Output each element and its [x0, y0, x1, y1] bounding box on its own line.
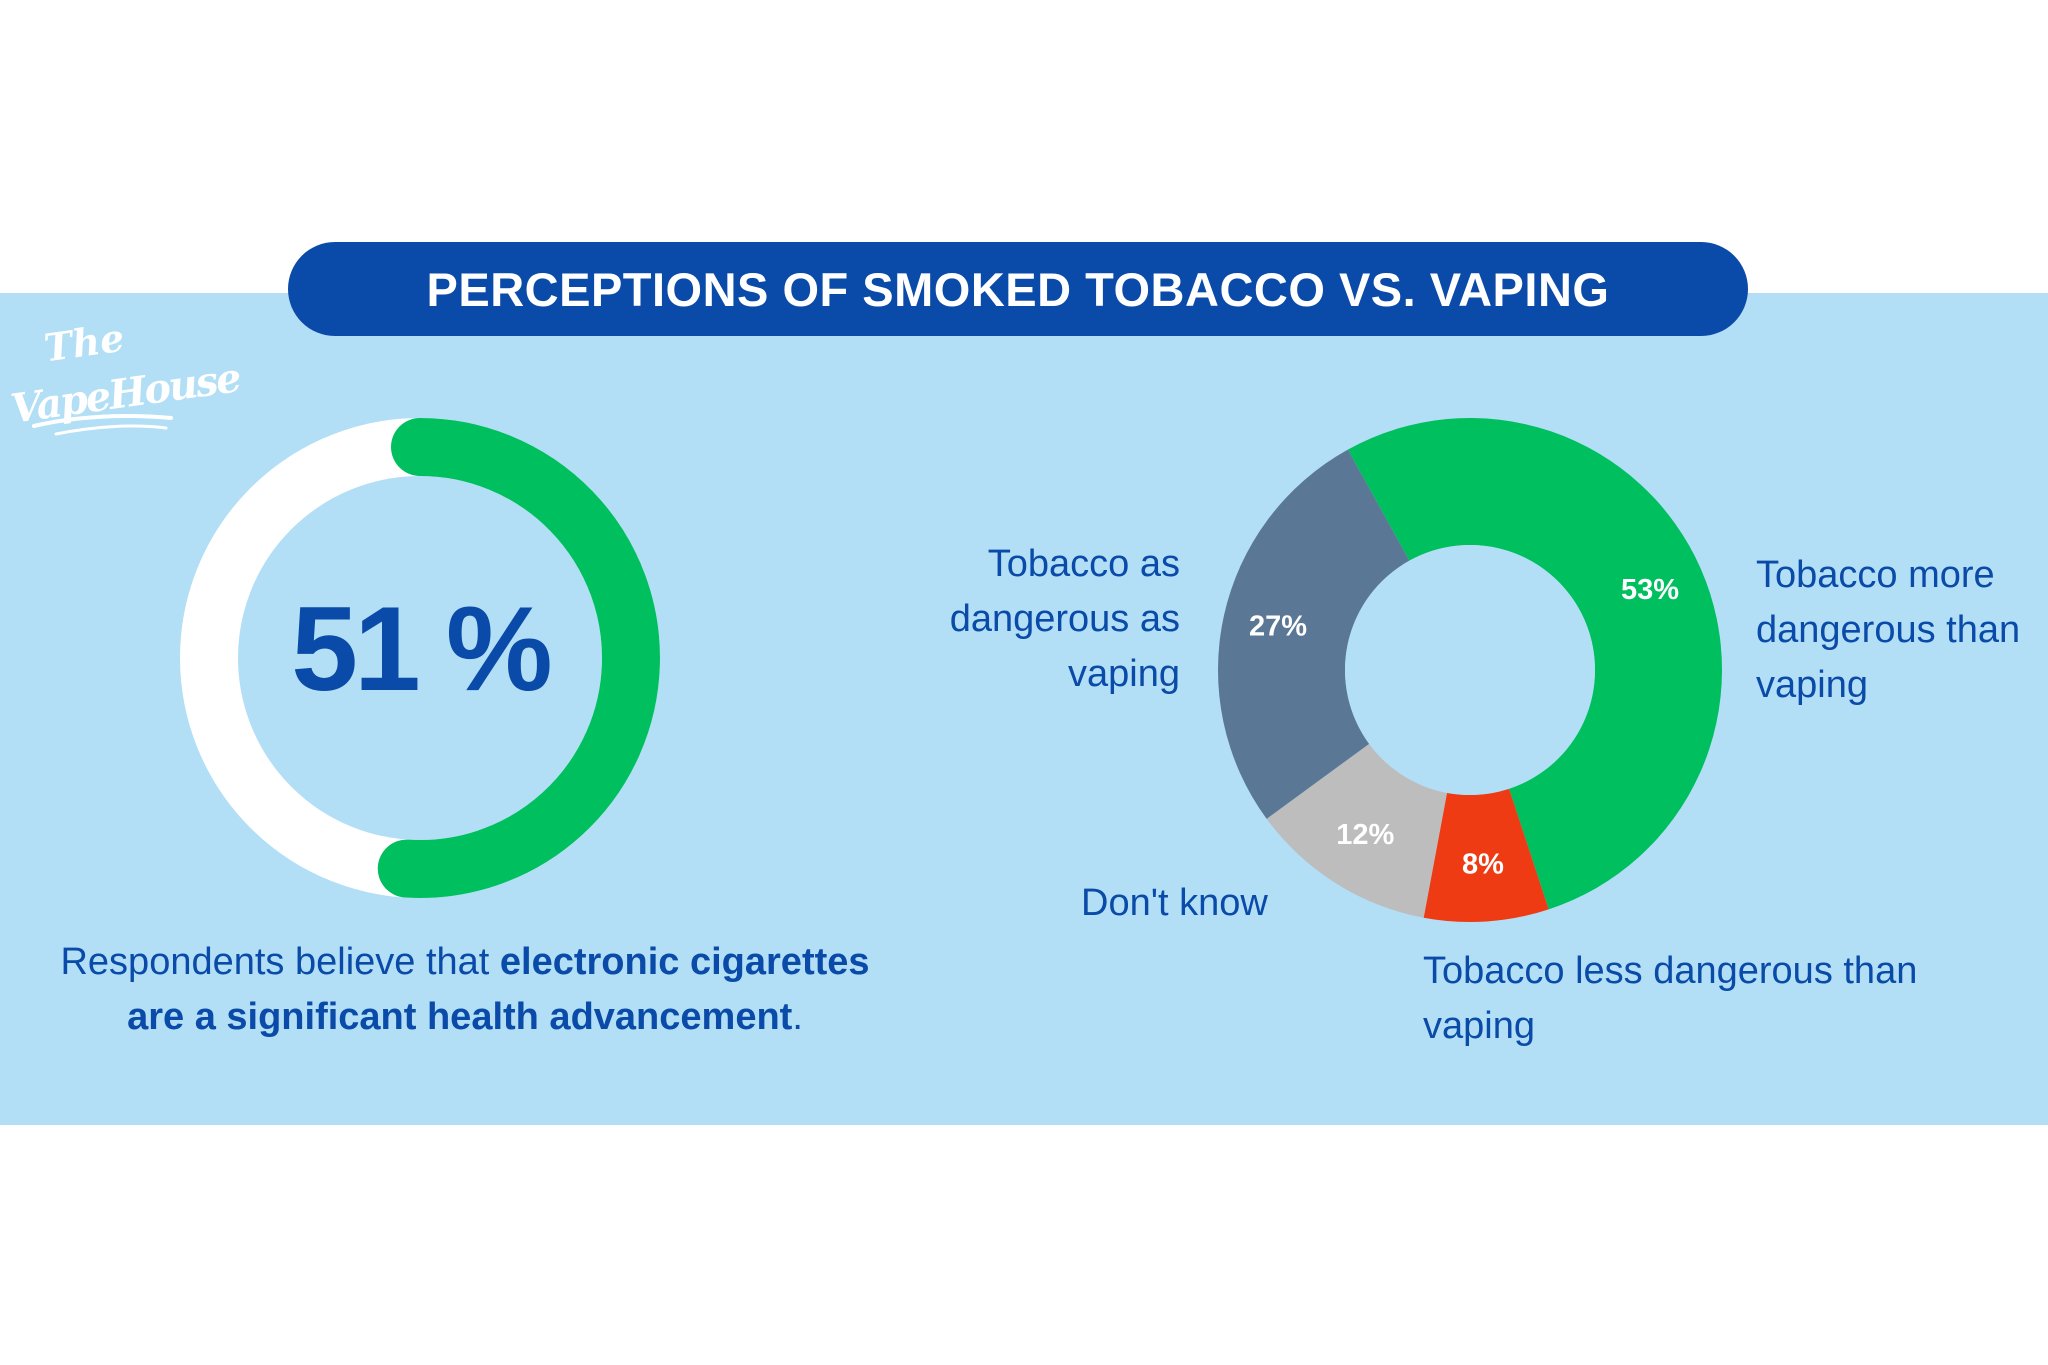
gauge-caption: Respondents believe that electronic ciga…	[0, 935, 930, 1045]
data-label-53: 53%	[1621, 574, 1679, 606]
data-label-12: 12%	[1336, 819, 1394, 851]
slice-more-dangerous	[1347, 418, 1722, 910]
category-label-more-dangerous: Tobacco more dangerous than vaping	[1756, 554, 2021, 706]
caption-bold-2: are a significant health advancement	[127, 996, 793, 1038]
data-label-8: 8%	[1462, 849, 1504, 881]
category-label-less-dangerous: Tobacco less dangerous than vaping	[1423, 950, 1918, 1047]
category-label-as-dangerous: Tobacco as dangerous as vaping	[949, 543, 1180, 695]
caption-bold-1: electronic cigarettes	[499, 941, 870, 983]
gauge-value-label: 51 %	[291, 582, 553, 716]
slice-less-dangerous	[1423, 788, 1549, 922]
category-label-dont-know: Don't know	[1081, 882, 1268, 924]
donut-hole	[1345, 545, 1595, 795]
page-title: PERCEPTIONS OF SMOKED TOBACCO VS. VAPING	[288, 242, 1748, 336]
gauge-value-arc	[377, 418, 660, 898]
slice-dont-know	[1266, 743, 1448, 918]
logo-swash-icon	[32, 414, 173, 436]
data-label-27: 27%	[1249, 610, 1307, 642]
caption-text-part1: Respondents believe that	[60, 941, 500, 983]
slice-as-dangerous	[1217, 449, 1410, 819]
caption-text-part2: .	[792, 996, 803, 1038]
vapehouse-logo: The VapeHouse	[8, 312, 242, 452]
